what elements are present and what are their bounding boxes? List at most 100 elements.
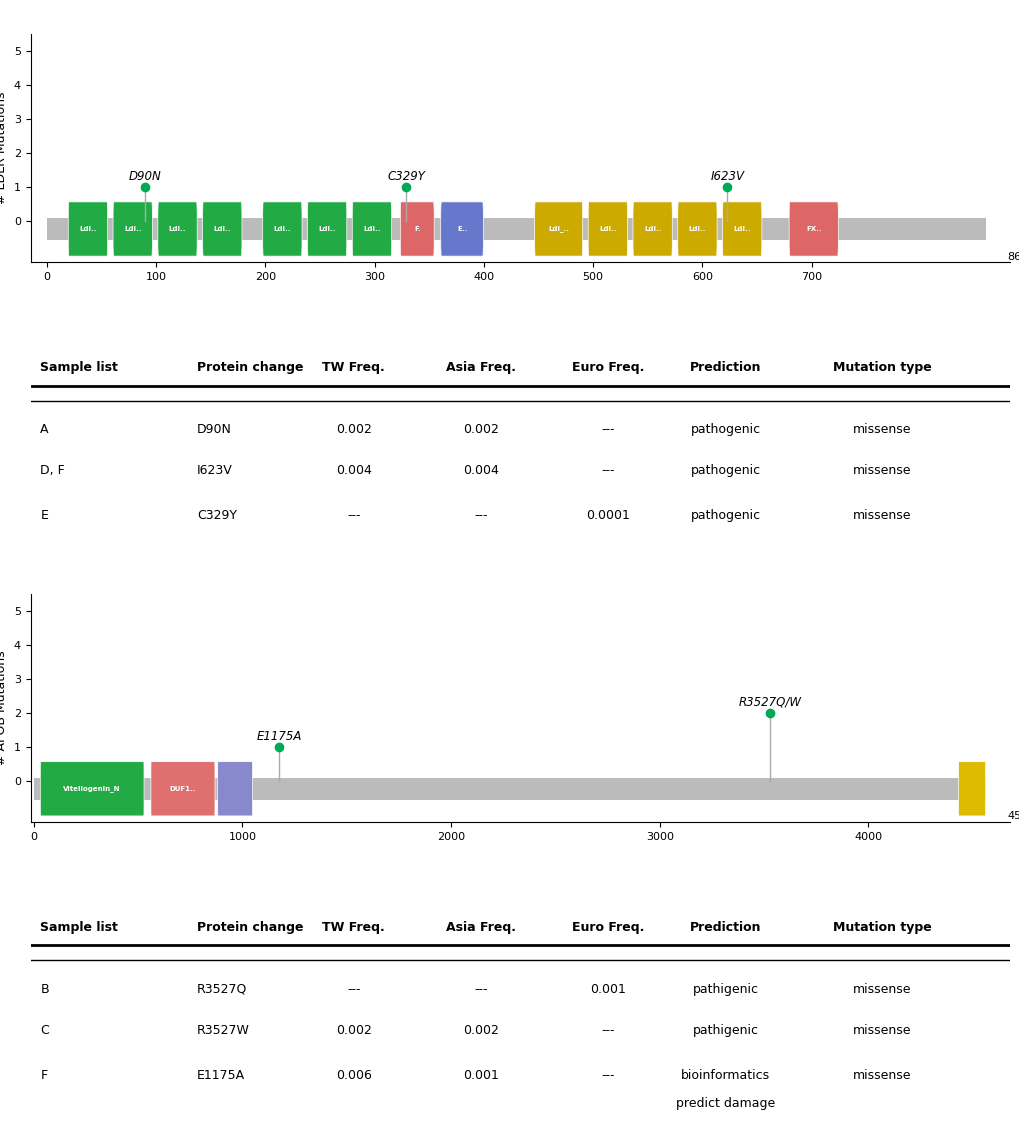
Text: Ldl..: Ldl..: [124, 226, 142, 232]
Text: ---: ---: [601, 423, 614, 436]
Text: FX..: FX..: [805, 226, 820, 232]
Text: 0.004: 0.004: [335, 465, 371, 477]
FancyBboxPatch shape: [263, 201, 302, 256]
Text: D90N: D90N: [128, 170, 161, 183]
Text: missense: missense: [853, 983, 911, 996]
FancyBboxPatch shape: [217, 762, 253, 816]
FancyBboxPatch shape: [399, 201, 434, 256]
Text: C329Y: C329Y: [387, 170, 425, 183]
FancyBboxPatch shape: [307, 201, 346, 256]
Text: C: C: [41, 1024, 49, 1037]
FancyBboxPatch shape: [151, 762, 215, 816]
Text: pathigenic: pathigenic: [692, 983, 758, 996]
Text: pathogenic: pathogenic: [690, 423, 760, 436]
Text: Vitellogenin_N: Vitellogenin_N: [63, 785, 121, 792]
Text: ---: ---: [474, 983, 487, 996]
Text: ---: ---: [346, 983, 360, 996]
Text: 0.006: 0.006: [335, 1069, 371, 1082]
FancyBboxPatch shape: [958, 762, 984, 816]
Text: 0.001: 0.001: [590, 983, 626, 996]
Text: F.: F.: [414, 226, 420, 232]
Text: TW Freq.: TW Freq.: [322, 361, 385, 375]
FancyBboxPatch shape: [534, 201, 582, 256]
Text: E1175A: E1175A: [197, 1069, 245, 1082]
Text: pathigenic: pathigenic: [692, 1024, 758, 1037]
FancyBboxPatch shape: [588, 201, 627, 256]
Text: ---: ---: [474, 508, 487, 522]
Text: 860aa: 860aa: [1006, 252, 1019, 262]
Text: Ldl..: Ldl..: [79, 226, 97, 232]
Text: ---: ---: [601, 1069, 614, 1082]
Text: ---: ---: [601, 465, 614, 477]
Text: Prediction: Prediction: [690, 921, 761, 934]
Text: missense: missense: [853, 423, 911, 436]
Text: 0.0001: 0.0001: [586, 508, 630, 522]
Text: R3527Q/W: R3527Q/W: [738, 696, 801, 709]
Text: I623V: I623V: [710, 170, 744, 183]
Text: missense: missense: [853, 508, 911, 522]
Text: B: B: [41, 983, 49, 996]
Text: Sample list: Sample list: [41, 361, 118, 375]
Text: 0.002: 0.002: [335, 1024, 371, 1037]
Text: pathogenic: pathogenic: [690, 465, 760, 477]
Text: predict damage: predict damage: [676, 1097, 774, 1110]
Text: 0.002: 0.002: [335, 423, 371, 436]
FancyBboxPatch shape: [789, 201, 838, 256]
Text: F: F: [41, 1069, 48, 1082]
Text: D, F: D, F: [41, 465, 65, 477]
Text: Euro Freq.: Euro Freq.: [572, 921, 644, 934]
FancyBboxPatch shape: [721, 201, 761, 256]
FancyBboxPatch shape: [352, 201, 391, 256]
Text: I623V: I623V: [197, 465, 232, 477]
Text: TW Freq.: TW Freq.: [322, 921, 385, 934]
Text: E..: E..: [457, 226, 467, 232]
Text: Ldl..: Ldl..: [363, 226, 380, 232]
Text: D90N: D90N: [197, 423, 231, 436]
Y-axis label: # LDLR Mutations: # LDLR Mutations: [0, 92, 8, 205]
Text: 0.002: 0.002: [463, 1024, 498, 1037]
FancyBboxPatch shape: [68, 201, 107, 256]
Text: Ldl..: Ldl..: [643, 226, 660, 232]
FancyBboxPatch shape: [158, 201, 197, 256]
Text: R3527Q: R3527Q: [197, 983, 248, 996]
Text: ---: ---: [601, 1024, 614, 1037]
Text: R3527W: R3527W: [197, 1024, 250, 1037]
Text: Asia Freq.: Asia Freq.: [445, 361, 516, 375]
Bar: [47, 218, 985, 240]
FancyBboxPatch shape: [203, 201, 242, 256]
Text: ---: ---: [346, 508, 360, 522]
Text: Protein change: Protein change: [197, 361, 304, 375]
Text: Ldl..: Ldl..: [598, 226, 616, 232]
Text: Mutation type: Mutation type: [833, 921, 931, 934]
Y-axis label: # APOB Mutations: # APOB Mutations: [0, 650, 8, 765]
Text: 0.001: 0.001: [463, 1069, 498, 1082]
Bar: [34, 777, 985, 800]
Text: Ldl..: Ldl..: [688, 226, 705, 232]
Text: Mutation type: Mutation type: [833, 361, 931, 375]
Text: 0.004: 0.004: [463, 465, 498, 477]
Text: Ldl..: Ldl..: [318, 226, 335, 232]
Text: DUF1..: DUF1..: [169, 786, 196, 792]
Text: C329Y: C329Y: [197, 508, 236, 522]
Text: missense: missense: [853, 1024, 911, 1037]
Text: bioinformatics: bioinformatics: [681, 1069, 769, 1082]
Text: Euro Freq.: Euro Freq.: [572, 361, 644, 375]
FancyBboxPatch shape: [440, 201, 483, 256]
Text: Ldl..: Ldl..: [733, 226, 750, 232]
Text: 0.002: 0.002: [463, 423, 498, 436]
Text: 4563aa: 4563aa: [1006, 811, 1019, 821]
Text: Ldl..: Ldl..: [168, 226, 186, 232]
Text: missense: missense: [853, 1069, 911, 1082]
Text: missense: missense: [853, 465, 911, 477]
Text: A: A: [41, 423, 49, 436]
FancyBboxPatch shape: [677, 201, 716, 256]
Text: Ldl..: Ldl..: [273, 226, 290, 232]
FancyBboxPatch shape: [41, 762, 144, 816]
Text: Protein change: Protein change: [197, 921, 304, 934]
Text: Sample list: Sample list: [41, 921, 118, 934]
Text: Asia Freq.: Asia Freq.: [445, 921, 516, 934]
Text: Ldl_..: Ldl_..: [547, 225, 569, 233]
Text: Prediction: Prediction: [690, 361, 761, 375]
FancyBboxPatch shape: [633, 201, 672, 256]
Text: Ldl..: Ldl..: [213, 226, 231, 232]
